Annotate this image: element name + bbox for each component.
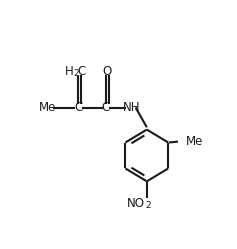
- Text: Me: Me: [186, 135, 203, 148]
- Text: 2: 2: [73, 69, 79, 78]
- Text: H: H: [65, 64, 74, 78]
- Text: C: C: [78, 64, 86, 78]
- Text: 2: 2: [145, 201, 150, 210]
- Text: NH: NH: [123, 101, 140, 114]
- Text: O: O: [103, 64, 112, 78]
- Text: NO: NO: [127, 197, 145, 210]
- Text: C: C: [102, 101, 110, 114]
- Text: C: C: [74, 101, 82, 114]
- Text: Me: Me: [39, 101, 57, 114]
